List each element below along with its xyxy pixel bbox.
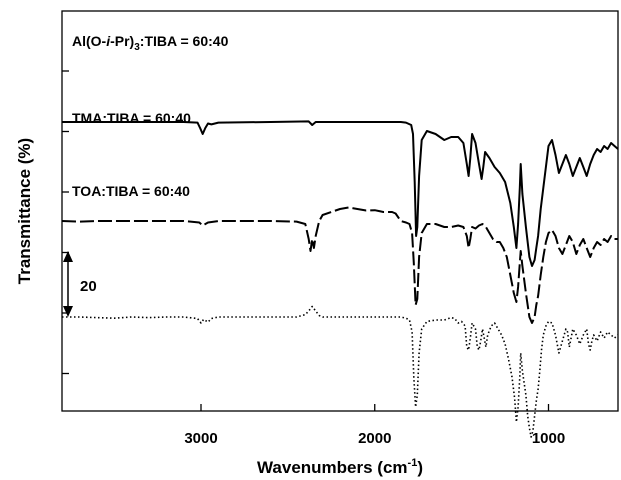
x-ticks: 3000 2000 1000: [184, 404, 565, 447]
series-line-al-o-i-pr3: [62, 120, 619, 267]
x-tick-label: 2000: [358, 430, 391, 447]
x-axis-title: Wavenumbers (cm-1): [257, 457, 423, 477]
x-tick-label: 3000: [184, 430, 217, 447]
scale-bar-label: 20: [80, 278, 97, 295]
series-label-toa-tiba: TOA:TIBA = 60:40: [72, 183, 190, 199]
y-ticks: [62, 70, 69, 375]
series-line-toa-tiba: [62, 305, 619, 438]
series-label-tma-tiba: TMA:TIBA = 60:40: [72, 110, 191, 126]
series-group: [61, 120, 619, 438]
plot-frame: [61, 10, 619, 412]
scale-bar-arrow-up: [63, 251, 73, 262]
scale-bar: 20: [63, 251, 97, 317]
series-line-tma-tiba: [61, 206, 618, 324]
series-label-al-o-i-pr3: Al(O-i-Pr)3:TIBA = 60:40: [72, 33, 229, 53]
y-axis-title: Transmittance (%): [15, 138, 34, 284]
x-tick-label: 1000: [532, 430, 565, 447]
scale-bar-arrow-down: [63, 306, 73, 317]
